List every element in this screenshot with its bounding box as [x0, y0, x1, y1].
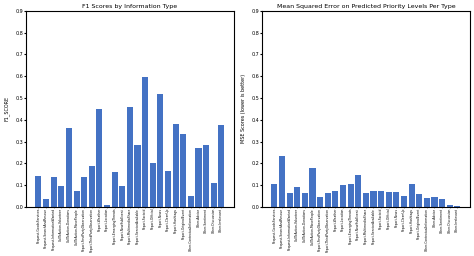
Bar [302, 193, 308, 207]
Bar [188, 196, 194, 207]
Bar [447, 205, 453, 207]
Bar [347, 184, 354, 207]
Bar [165, 171, 171, 207]
Bar [386, 192, 392, 207]
Bar [157, 94, 164, 207]
Y-axis label: MSE Scores (lower is better): MSE Scores (lower is better) [241, 74, 246, 143]
Bar [416, 194, 422, 207]
Bar [294, 187, 301, 207]
Bar [279, 156, 285, 207]
Bar [287, 193, 292, 207]
Bar [393, 192, 400, 207]
Bar [81, 177, 87, 207]
Bar [119, 186, 125, 207]
Bar [310, 168, 316, 207]
Bar [111, 172, 118, 207]
Bar [142, 77, 148, 207]
Bar [51, 177, 57, 207]
Bar [73, 190, 80, 207]
Bar [355, 175, 361, 207]
Bar [325, 193, 331, 207]
Bar [66, 129, 72, 207]
Bar [219, 125, 224, 207]
Bar [371, 190, 376, 207]
Bar [43, 199, 49, 207]
Bar [378, 190, 384, 207]
Bar [332, 190, 338, 207]
Bar [58, 186, 64, 207]
Bar [431, 197, 438, 207]
Bar [89, 165, 95, 207]
Title: F1 Scores by Information Type: F1 Scores by Information Type [82, 4, 177, 9]
Bar [127, 107, 133, 207]
Bar [96, 109, 102, 207]
Bar [317, 197, 323, 207]
Bar [363, 193, 369, 207]
Bar [401, 196, 407, 207]
Bar [271, 184, 277, 207]
Bar [203, 145, 209, 207]
Bar [409, 184, 415, 207]
Bar [195, 148, 201, 207]
Bar [135, 145, 141, 207]
Bar [180, 134, 186, 207]
Bar [211, 183, 217, 207]
Bar [454, 206, 460, 207]
Bar [424, 198, 430, 207]
Bar [439, 199, 445, 207]
Bar [340, 185, 346, 207]
Bar [173, 124, 179, 207]
Title: Mean Squared Error on Predicted Priority Levels Per Type: Mean Squared Error on Predicted Priority… [276, 4, 455, 9]
Y-axis label: F1_SCORE: F1_SCORE [4, 96, 10, 121]
Bar [36, 176, 42, 207]
Bar [150, 163, 156, 207]
Bar [104, 205, 110, 207]
